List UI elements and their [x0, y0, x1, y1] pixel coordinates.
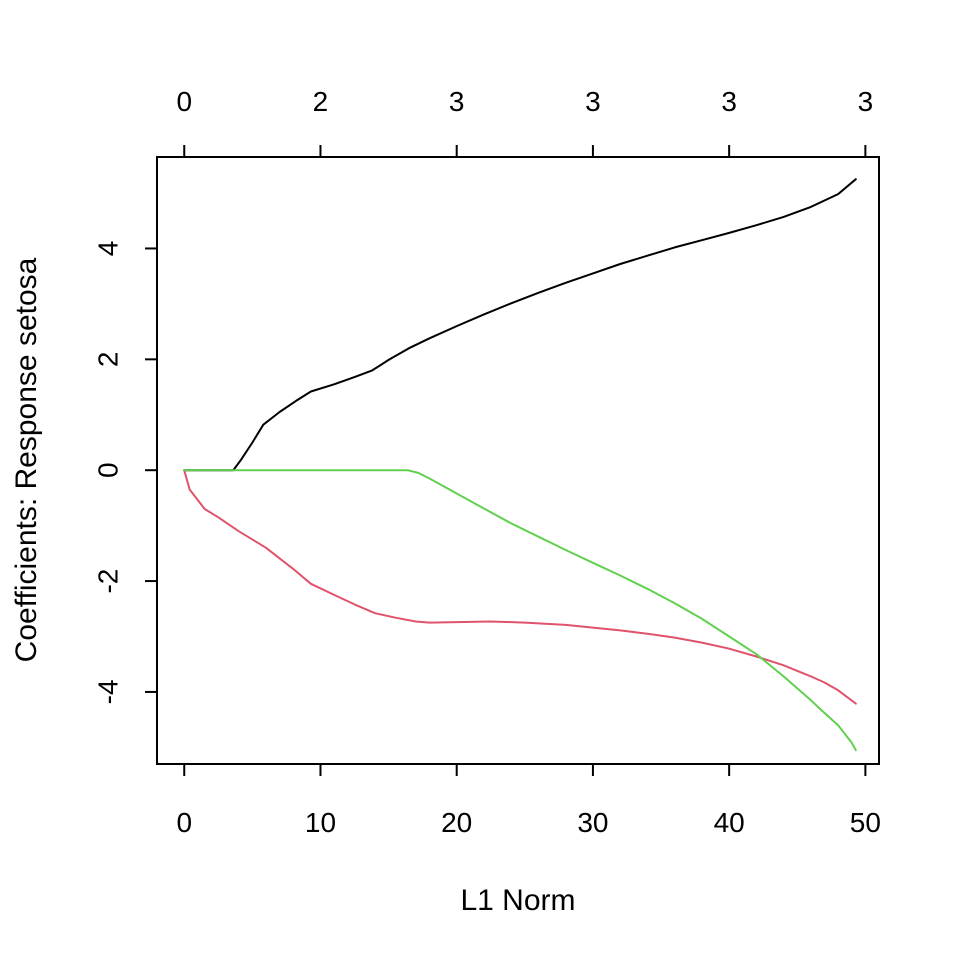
- top-tick-label: 3: [858, 86, 874, 117]
- y-axis: -4 -2 0 2 4: [92, 241, 158, 704]
- y-axis-title: Coefficients: Response setosa: [10, 257, 43, 662]
- top-tick-label: 3: [721, 86, 737, 117]
- x-tick-label: 10: [305, 807, 336, 838]
- x-tick-label: 0: [176, 807, 192, 838]
- x-tick-label: 50: [850, 807, 881, 838]
- y-tick-label: -4: [92, 679, 123, 704]
- top-tick-label: 0: [176, 86, 192, 117]
- x-tick-label: 30: [577, 807, 608, 838]
- series-line-1: [183, 178, 857, 472]
- x-axis-title: L1 Norm: [460, 884, 575, 917]
- top-tick-label: 3: [585, 86, 601, 117]
- top-axis: 0 2 3 3 3 3: [176, 86, 874, 158]
- x-tick-label: 20: [441, 807, 472, 838]
- x-axis: 0 10 20 30 40 50: [176, 763, 881, 838]
- top-tick-label: 3: [449, 86, 465, 117]
- y-tick-label: 0: [92, 462, 123, 478]
- y-tick-label: -2: [92, 569, 123, 594]
- y-tick-label: 4: [92, 241, 123, 257]
- top-tick-label: 2: [313, 86, 329, 117]
- y-tick-label: 2: [92, 352, 123, 368]
- series-line-2: [183, 469, 857, 705]
- series-line-3: [183, 469, 857, 752]
- series-layer: [183, 178, 857, 752]
- plot-frame: [156, 156, 880, 765]
- x-tick-label: 40: [714, 807, 745, 838]
